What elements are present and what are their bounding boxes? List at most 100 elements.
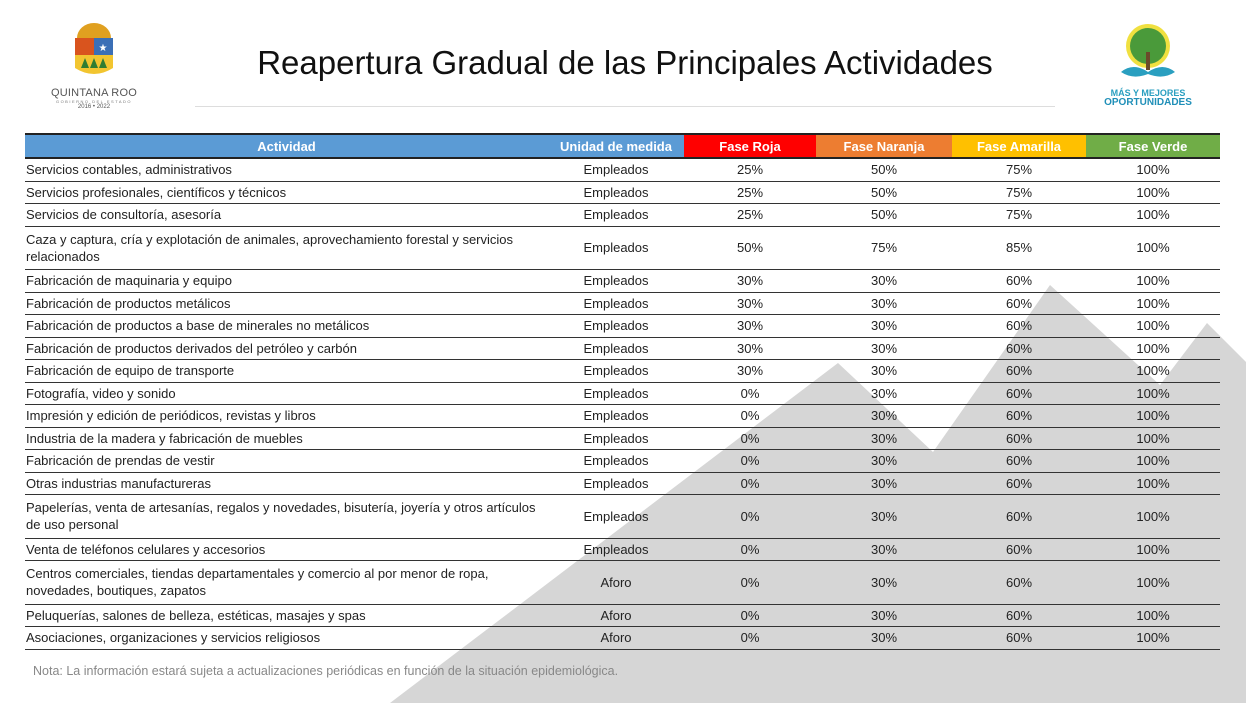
- cell-unidad: Empleados: [548, 538, 684, 561]
- table-row: Papelerías, venta de artesanías, regalos…: [25, 494, 1220, 539]
- cell-actividad: Caza y captura, cría y explotación de an…: [25, 226, 548, 270]
- cell-unidad: Empleados: [548, 359, 684, 383]
- table-row: Servicios de consultoría, asesoría Emplea…: [25, 203, 1220, 227]
- cell-unidad: Empleados: [548, 269, 684, 293]
- cell-fase-roja: 0%: [684, 626, 816, 650]
- logo-line2: OPORTUNIDADES: [1104, 97, 1192, 108]
- cell-unidad: Aforo: [548, 604, 684, 627]
- cell-fase-naranja: 30%: [816, 359, 952, 383]
- cell-fase-naranja: 30%: [816, 494, 952, 539]
- cell-unidad: Aforo: [548, 626, 684, 650]
- cell-fase-verde: 100%: [1086, 449, 1220, 473]
- cell-actividad: Peluquerías, salones de belleza, estétic…: [25, 604, 548, 627]
- cell-fase-verde: 100%: [1086, 337, 1220, 360]
- cell-fase-verde: 100%: [1086, 560, 1220, 605]
- cell-fase-naranja: 50%: [816, 203, 952, 227]
- cell-actividad: Servicios profesionales, científicos y t…: [25, 181, 548, 204]
- cell-unidad: Aforo: [548, 560, 684, 605]
- cell-fase-naranja: 30%: [816, 560, 952, 605]
- cell-fase-naranja: 30%: [816, 382, 952, 405]
- cell-actividad: Industria de la madera y fabricación de …: [25, 427, 548, 450]
- cell-fase-amarilla: 85%: [952, 226, 1086, 270]
- cell-fase-roja: 0%: [684, 494, 816, 539]
- logo-line1: MÁS Y MEJORES: [1110, 88, 1186, 98]
- cell-fase-verde: 100%: [1086, 472, 1220, 495]
- cell-fase-amarilla: 60%: [952, 382, 1086, 405]
- cell-unidad: Empleados: [548, 494, 684, 539]
- cell-fase-verde: 100%: [1086, 359, 1220, 383]
- cell-fase-roja: 0%: [684, 449, 816, 473]
- cell-actividad: Centros comerciales, tiendas departament…: [25, 560, 548, 605]
- cell-fase-naranja: 50%: [816, 158, 952, 182]
- cell-fase-naranja: 30%: [816, 538, 952, 561]
- table-row: Fabricación de productos metálicos Emplea…: [25, 292, 1220, 315]
- cell-fase-verde: 100%: [1086, 314, 1220, 338]
- table-row: Fabricación de equipo de transporte Emple…: [25, 359, 1220, 383]
- table-row: Fabricación de prendas de vestir Empleado…: [25, 449, 1220, 473]
- table-header-row: Actividad Unidad de medida Fase Roja Fas…: [25, 133, 1220, 159]
- cell-fase-naranja: 30%: [816, 404, 952, 428]
- cell-fase-amarilla: 60%: [952, 314, 1086, 338]
- logo-name: QUINTANA ROO: [51, 87, 137, 99]
- cell-fase-amarilla: 60%: [952, 626, 1086, 650]
- cell-fase-amarilla: 60%: [952, 359, 1086, 383]
- cell-fase-verde: 100%: [1086, 626, 1220, 650]
- cell-fase-verde: 100%: [1086, 427, 1220, 450]
- cell-fase-roja: 0%: [684, 404, 816, 428]
- cell-fase-naranja: 30%: [816, 269, 952, 293]
- cell-fase-amarilla: 60%: [952, 538, 1086, 561]
- cell-actividad: Venta de teléfonos celulares y accesorio…: [25, 538, 548, 561]
- logo-subtitle: GOBIERNO DEL ESTADO: [55, 99, 133, 104]
- header-actividad: Actividad: [25, 133, 548, 159]
- table-row: Otras industrias manufactureras Empleados…: [25, 472, 1220, 495]
- cell-actividad: Servicios de consultoría, asesoría: [25, 203, 548, 227]
- cell-fase-roja: 30%: [684, 292, 816, 315]
- cell-fase-roja: 50%: [684, 226, 816, 270]
- table-row: Servicios profesionales, científicos y t…: [25, 181, 1220, 204]
- cell-fase-verde: 100%: [1086, 538, 1220, 561]
- logo-years: 2016 • 2022: [77, 104, 111, 110]
- cell-unidad: Empleados: [548, 382, 684, 405]
- cell-fase-amarilla: 60%: [952, 427, 1086, 450]
- cell-fase-roja: 0%: [684, 538, 816, 561]
- cell-fase-roja: 30%: [684, 337, 816, 360]
- cell-actividad: Papelerías, venta de artesanías, regalos…: [25, 494, 548, 539]
- table-row: Fabricación de productos a base de miner…: [25, 314, 1220, 338]
- cell-fase-verde: 100%: [1086, 269, 1220, 293]
- cell-fase-verde: 100%: [1086, 604, 1220, 627]
- cell-fase-verde: 100%: [1086, 292, 1220, 315]
- cell-unidad: Empleados: [548, 449, 684, 473]
- cell-actividad: Fabricación de productos a base de miner…: [25, 314, 548, 338]
- cell-fase-amarilla: 60%: [952, 449, 1086, 473]
- table-row: Venta de teléfonos celulares y accesorio…: [25, 538, 1220, 561]
- cell-fase-roja: 25%: [684, 158, 816, 182]
- cell-fase-verde: 100%: [1086, 382, 1220, 405]
- cell-unidad: Empleados: [548, 292, 684, 315]
- cell-fase-amarilla: 60%: [952, 337, 1086, 360]
- activities-table: Actividad Unidad de medida Fase Roja Fas…: [25, 133, 1220, 650]
- cell-fase-amarilla: 60%: [952, 494, 1086, 539]
- tree-icon: [1121, 24, 1175, 77]
- cell-fase-verde: 100%: [1086, 226, 1220, 270]
- table-row: Impresión y edición de periódicos, revis…: [25, 404, 1220, 428]
- cell-fase-amarilla: 60%: [952, 292, 1086, 315]
- cell-fase-verde: 100%: [1086, 158, 1220, 182]
- cell-fase-amarilla: 60%: [952, 472, 1086, 495]
- header-fase-verde: Fase Verde: [1086, 133, 1220, 159]
- quintana-roo-logo: ★ QUINTANA ROO GOBIERNO DEL ESTADO 2016 …: [44, 22, 144, 110]
- cell-fase-naranja: 30%: [816, 427, 952, 450]
- cell-fase-roja: 0%: [684, 382, 816, 405]
- cell-fase-naranja: 30%: [816, 314, 952, 338]
- title-divider: [195, 106, 1055, 107]
- cell-unidad: Empleados: [548, 226, 684, 270]
- table-row: Fabricación de productos derivados del p…: [25, 337, 1220, 360]
- table-row: Fabricación de maquinaria y equipo Emplea…: [25, 269, 1220, 293]
- cell-fase-amarilla: 75%: [952, 181, 1086, 204]
- cell-fase-roja: 25%: [684, 203, 816, 227]
- cell-fase-amarilla: 60%: [952, 604, 1086, 627]
- cell-fase-roja: 0%: [684, 472, 816, 495]
- cell-actividad: Impresión y edición de periódicos, revis…: [25, 404, 548, 428]
- page-title: Reapertura Gradual de las Principales Ac…: [257, 44, 993, 81]
- cell-actividad: Fabricación de maquinaria y equipo: [25, 269, 548, 293]
- table-row: Centros comerciales, tiendas departament…: [25, 560, 1220, 605]
